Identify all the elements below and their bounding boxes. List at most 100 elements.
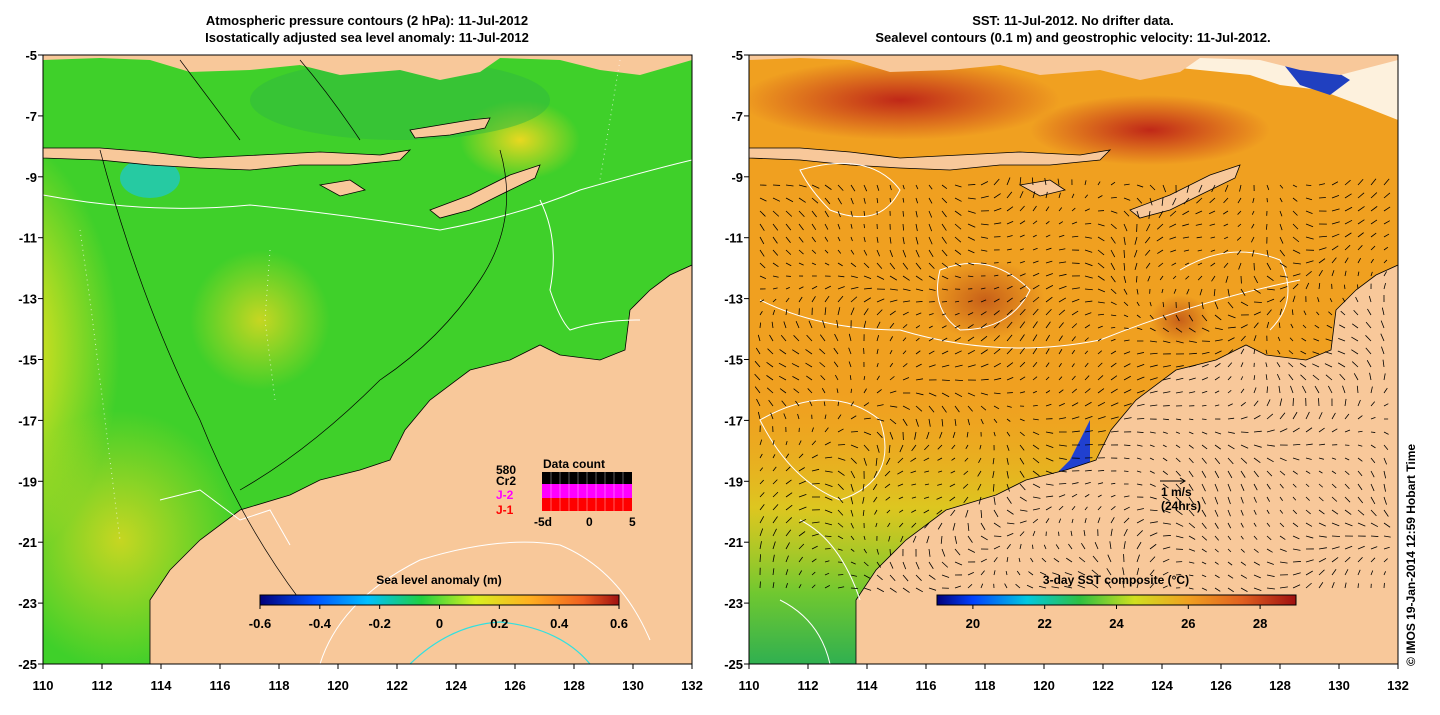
sst-hot-java-sea — [740, 60, 1060, 140]
velocity-arrow — [903, 211, 904, 217]
right-lat-tick-label: -15 — [724, 353, 743, 368]
right-lat-tick-label: -21 — [724, 535, 743, 550]
velocity-arrow — [851, 431, 858, 432]
left-lat-tick-label: -21 — [18, 535, 37, 550]
right-lon-tick-label: 114 — [857, 678, 879, 693]
sla-colorbar-tick-label: -0.2 — [368, 616, 390, 631]
velocity-arrow — [1358, 583, 1359, 588]
left-lon-tick-label: 124 — [445, 678, 467, 693]
right-lat-tick-label: -25 — [724, 657, 743, 672]
legend-satellite-j1: J-1 — [496, 503, 514, 517]
velocity-scale-sublabel: (24hrs) — [1161, 499, 1201, 513]
right-lat-tick-label: -17 — [724, 413, 743, 428]
right-lon-tick-label: 124 — [1151, 678, 1173, 693]
right-lon-tick-label: 122 — [1092, 678, 1114, 693]
sst-colorbar-tick-label: 24 — [1109, 616, 1124, 631]
left-lat-tick-label: -5 — [25, 48, 37, 63]
right-lon-tick-label: 132 — [1387, 678, 1409, 693]
right-title-line2: Sealevel contours (0.1 m) and geostrophi… — [875, 30, 1270, 45]
right-lat-tick-label: -13 — [724, 292, 743, 307]
sla-colorbar-tick-label: 0.6 — [610, 616, 628, 631]
velocity-arrow — [1137, 418, 1144, 419]
velocity-arrow — [942, 301, 947, 302]
left-lon-tick-label: 118 — [269, 678, 290, 693]
right-lon-tick-label: 130 — [1328, 678, 1350, 693]
sst-colorbar-title: 3-day SST composite (°C) — [1043, 573, 1189, 587]
right-lon-tick-label: 118 — [975, 678, 996, 693]
sst-warm-eddy-2 — [1150, 295, 1210, 345]
right-lon-tick-label: 112 — [798, 678, 819, 693]
left-lon-tick-label: 120 — [327, 678, 349, 693]
velocity-scale-label: 1 m/s — [1161, 485, 1192, 499]
left-lat-tick-label: -15 — [18, 353, 37, 368]
left-lat-tick-label: -13 — [18, 292, 37, 307]
right-lat-tick-label: -7 — [731, 109, 743, 124]
right-lon-tick-label: 126 — [1210, 678, 1232, 693]
velocity-arrow — [968, 184, 975, 185]
velocity-arrow — [1371, 536, 1378, 537]
right-lon-tick-label: 128 — [1269, 678, 1291, 693]
velocity-arrow — [890, 549, 891, 555]
sst-colorbar-tick-label: 20 — [966, 616, 980, 631]
left-title-line2: Isostatically adjusted sea level anomaly… — [205, 30, 529, 45]
velocity-arrow — [825, 548, 831, 549]
velocity-arrow — [1032, 545, 1033, 549]
sla-high-center — [190, 250, 330, 390]
velocity-arrow — [1293, 561, 1301, 562]
left-lat-tick-label: -17 — [18, 413, 37, 428]
sla-colorbar — [260, 595, 619, 605]
left-lon-tick-label: 112 — [92, 678, 113, 693]
sst-colorbar-tick-label: 22 — [1037, 616, 1051, 631]
legend-satellite-cr2: Cr2 — [496, 474, 516, 488]
left-lon-tick-label: 128 — [563, 678, 585, 693]
sst-colorbar-tick-label: 26 — [1181, 616, 1195, 631]
sla-colorbar-tick-label: 0.4 — [550, 616, 569, 631]
left-lon-tick-label: 132 — [681, 678, 703, 693]
right-lat-tick-label: -19 — [724, 474, 743, 489]
velocity-arrow — [1124, 250, 1125, 258]
sla-dark-banda — [250, 60, 550, 140]
sla-colorbar-tick-label: 0.2 — [490, 616, 508, 631]
credit-text: © IMOS 19-Jan-2014 12:59 Hobart Time — [1404, 444, 1418, 666]
left-lon-tick-label: 126 — [504, 678, 526, 693]
velocity-arrow — [1202, 419, 1207, 420]
right-lat-tick-label: -11 — [725, 231, 743, 246]
velocity-arrow — [1124, 471, 1128, 472]
left-lon-tick-label: 130 — [622, 678, 644, 693]
sla-colorbar-tick-label: -0.6 — [249, 616, 271, 631]
left-lat-tick-label: -19 — [18, 474, 37, 489]
sst-colorbar — [937, 595, 1296, 605]
sla-map — [0, 55, 692, 670]
velocity-arrow — [851, 588, 858, 589]
sla-colorbar-tick-label: 0 — [436, 616, 443, 631]
right-lat-tick-label: -9 — [731, 170, 743, 185]
left-lat-tick-label: -23 — [18, 596, 37, 611]
velocity-arrow — [1254, 302, 1262, 303]
right-lat-tick-label: -23 — [724, 596, 743, 611]
left-lon-tick-label: 122 — [386, 678, 408, 693]
legend-chart-title: Data count — [543, 457, 605, 471]
legend-tick-0: 0 — [586, 515, 593, 529]
right-lon-tick-label: 120 — [1033, 678, 1055, 693]
right-lon-tick-label: 116 — [916, 678, 937, 693]
right-title-line1: SST: 11-Jul-2012. No drifter data. — [972, 13, 1174, 28]
left-title-line1: Atmospheric pressure contours (2 hPa): 1… — [206, 13, 528, 28]
sst-colorbar-tick-label: 28 — [1253, 616, 1267, 631]
sla-colorbar-title: Sea level anomaly (m) — [376, 573, 501, 587]
right-lon-tick-label: 110 — [739, 678, 760, 693]
left-lon-tick-label: 114 — [151, 678, 173, 693]
velocity-arrow — [1318, 398, 1319, 406]
left-lat-tick-label: -9 — [25, 170, 37, 185]
left-lat-tick-label: -11 — [19, 231, 37, 246]
right-lat-tick-label: -5 — [731, 48, 743, 63]
velocity-arrow — [890, 198, 891, 202]
legend-satellite-j2: J-2 — [496, 488, 514, 502]
left-lat-tick-label: -25 — [18, 657, 37, 672]
sla-colorbar-tick-label: -0.4 — [309, 616, 332, 631]
legend-tick-minus5: -5d — [534, 515, 552, 529]
legend-tick-5: 5 — [629, 515, 636, 529]
left-lat-tick-label: -7 — [25, 109, 37, 124]
velocity-arrow — [942, 380, 950, 381]
velocity-arrow — [1137, 432, 1144, 433]
